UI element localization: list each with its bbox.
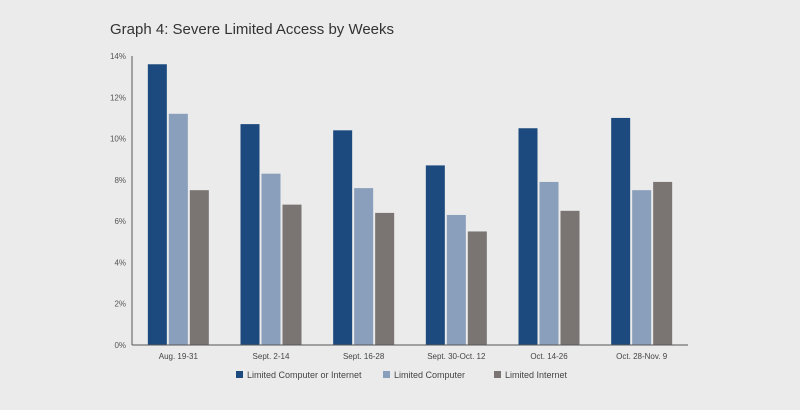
x-tick-label: Oct. 28-Nov. 9 — [616, 352, 668, 361]
x-axis: Aug. 19-31 Sept. 2-14 Sept. 16-28 Sept. 30-… — [132, 344, 688, 361]
legend-label: Limited Computer or Internet — [247, 370, 362, 380]
bar — [147, 64, 167, 345]
legend-swatch — [236, 371, 243, 378]
bar — [333, 130, 353, 345]
y-tick-label: 4% — [114, 258, 126, 267]
y-tick-label: 2% — [114, 300, 126, 309]
bar — [282, 204, 302, 345]
y-tick-label: 12% — [110, 93, 126, 102]
legend-label: Limited Computer — [394, 370, 465, 380]
bar — [189, 190, 209, 345]
bar — [611, 117, 631, 345]
bar — [518, 128, 538, 345]
bar — [240, 124, 260, 345]
bar — [467, 231, 487, 345]
chart-title: Graph 4: Severe Limited Access by Weeks — [110, 21, 394, 38]
bar — [653, 181, 673, 345]
bar — [446, 214, 466, 345]
legend-swatch — [494, 371, 501, 378]
x-tick-label: Sept. 2-14 — [253, 352, 290, 361]
legend-swatch — [383, 371, 390, 378]
bar — [261, 173, 281, 345]
y-tick-label: 14% — [110, 52, 126, 61]
bar — [632, 190, 652, 345]
bar — [539, 181, 559, 345]
y-tick-label: 6% — [114, 217, 126, 226]
y-axis: 0% 2% 4% 6% 8% 10% 12% 14% — [110, 52, 133, 350]
bar — [354, 188, 374, 345]
x-tick-label: Sept. 30-Oct. 12 — [427, 352, 486, 361]
x-tick-label: Aug. 19-31 — [159, 352, 199, 361]
x-tick-label: Oct. 14-26 — [530, 352, 568, 361]
bars — [147, 64, 673, 345]
bar — [425, 165, 445, 345]
legend: Limited Computer or Internet Limited Comp… — [236, 370, 568, 380]
y-tick-label: 8% — [114, 176, 126, 185]
x-tick-label: Sept. 16-28 — [343, 352, 385, 361]
bar — [168, 113, 188, 345]
legend-label: Limited Internet — [505, 370, 568, 380]
bar — [560, 210, 580, 345]
bar — [375, 212, 395, 345]
y-tick-label: 10% — [110, 135, 126, 144]
y-tick-label: 0% — [114, 341, 126, 350]
